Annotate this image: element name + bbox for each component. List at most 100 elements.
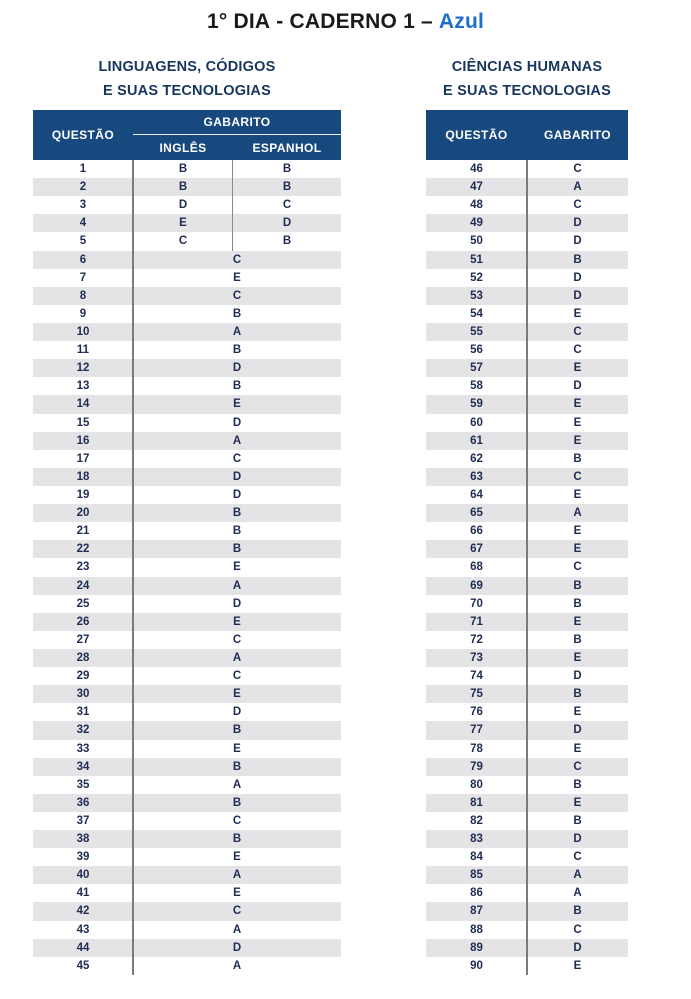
right-table-header: QUESTÃO GABARITO [426, 110, 628, 160]
question-number: 64 [470, 488, 483, 501]
question-number: 16 [76, 434, 90, 447]
table-row: 35 A [33, 776, 341, 794]
question-number: 57 [470, 362, 483, 375]
title-booklet-color: Azul [438, 10, 485, 33]
answer-ingles: D [178, 199, 188, 212]
question-number: 32 [76, 724, 90, 737]
answer-espanhol: C [282, 199, 292, 212]
table-row: 34 B [33, 757, 341, 776]
question-number: 5 [79, 235, 87, 248]
answer: B [573, 253, 582, 266]
question-number: 89 [470, 941, 483, 954]
answer: A [232, 325, 242, 338]
question-number: 45 [76, 959, 90, 972]
table-row: 36 B [33, 793, 341, 812]
answer: A [232, 923, 242, 936]
table-row: 40 A [33, 866, 341, 885]
table-row: 22 B [33, 540, 341, 559]
question-number: 52 [470, 271, 483, 284]
title-day: 1° DIA [206, 10, 271, 33]
answer: E [233, 851, 241, 864]
answer-ingles: C [178, 235, 188, 248]
question-number: 50 [470, 235, 483, 248]
answer: B [232, 380, 242, 393]
table-row: 64 E [426, 486, 628, 504]
question-number: 76 [470, 706, 483, 719]
answer: D [232, 470, 242, 483]
answer: E [573, 398, 582, 411]
left-column-divider [132, 160, 134, 975]
question-number: 38 [76, 833, 90, 846]
answer: C [573, 760, 582, 773]
table-row: 48 C [426, 196, 628, 214]
question-number: 39 [76, 851, 90, 864]
question-number: 37 [76, 814, 90, 827]
question-number: 24 [76, 579, 90, 592]
table-row: 25 D [33, 595, 341, 613]
table-row: 11 B [33, 341, 341, 359]
answer: B [232, 724, 242, 737]
answer: B [232, 344, 242, 357]
question-number: 58 [470, 380, 483, 393]
answer-espanhol: B [282, 235, 292, 248]
answer: A [232, 651, 242, 664]
question-number: 56 [470, 344, 483, 357]
title-caderno: - CADERNO 1 – [270, 10, 439, 33]
table-row: 14 E [33, 395, 341, 414]
table-row: 46 C [426, 160, 628, 178]
question-number: 15 [76, 416, 90, 429]
table-row: 23 E [33, 558, 341, 576]
left-header-espanhol: ESPANHOL [252, 140, 322, 155]
table-row: 32 B [33, 721, 341, 740]
answer: C [232, 905, 242, 918]
answer: E [573, 362, 582, 375]
answer: E [233, 742, 241, 755]
left-heading-line1: LINGUAGENS, CÓDIGOS [98, 59, 276, 75]
answer: B [573, 579, 582, 592]
question-number: 22 [76, 543, 90, 556]
answer: E [573, 959, 582, 972]
answer: C [573, 470, 582, 483]
table-row: 39 E [33, 848, 341, 866]
question-number: 14 [76, 398, 90, 411]
question-number: 30 [76, 688, 90, 701]
answer: A [232, 579, 242, 592]
question-number: 84 [470, 851, 483, 864]
question-number: 70 [470, 597, 483, 610]
left-table-body: 1 B B 2 B B 3 D C 4 E D 5 C B 6 C 7 E 8 C 9 B 10 A 11 B 12 D 13 B 14 E 15… [33, 160, 341, 975]
answer: C [232, 289, 242, 302]
answer: D [573, 217, 582, 230]
answer: D [573, 235, 582, 248]
table-row: 88 C [426, 921, 628, 939]
question-number: 85 [470, 869, 483, 882]
left-table-header: QUESTÃO GABARITO INGLÊS ESPANHOL [33, 110, 341, 160]
table-row: 28 A [33, 648, 341, 668]
table-row: 17 C [33, 450, 341, 468]
answer: C [232, 253, 242, 266]
answer: B [573, 597, 582, 610]
question-number: 81 [470, 796, 483, 809]
table-row: 38 B [33, 830, 341, 849]
right-column-divider [526, 160, 528, 975]
answer: D [573, 833, 582, 846]
question-number: 25 [76, 597, 90, 610]
human-sciences-answer-table: QUESTÃO GABARITO 46 C 47 A 48 C 49 D 50 D 51 B 52 D 53… [426, 110, 628, 975]
question-number: 23 [76, 561, 90, 574]
answer: C [232, 633, 242, 646]
question-number: 6 [79, 253, 87, 266]
question-number: 8 [79, 289, 87, 302]
table-row: 37 C [33, 812, 341, 830]
table-row: 21 B [33, 522, 341, 540]
question-number: 43 [76, 923, 90, 936]
answer: A [232, 434, 242, 447]
question-number: 20 [76, 507, 90, 520]
question-number: 34 [76, 760, 90, 773]
table-row: 13 B [33, 377, 341, 395]
answer: D [232, 941, 242, 954]
question-number: 1 [79, 163, 87, 175]
answer: C [573, 923, 582, 936]
